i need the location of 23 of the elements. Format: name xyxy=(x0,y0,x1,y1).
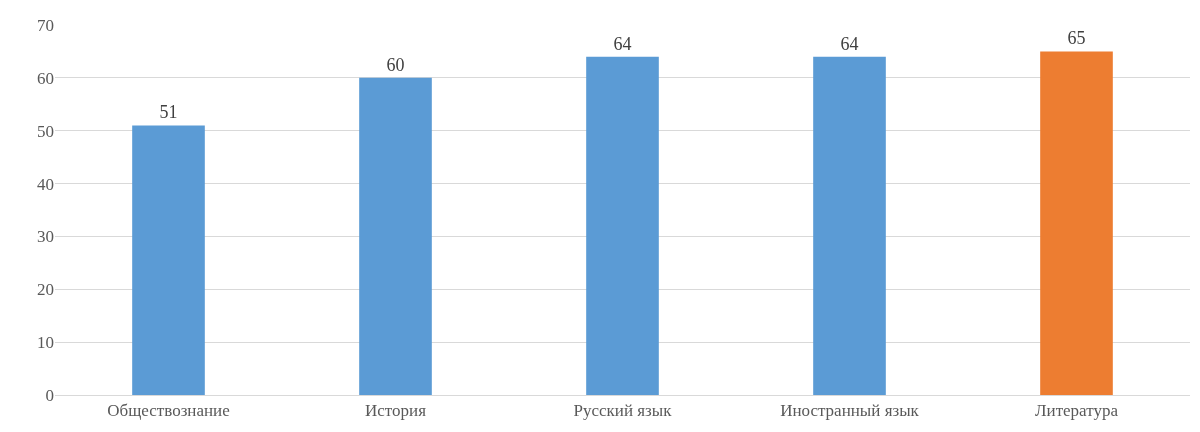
x-tick-label: Обществознание xyxy=(107,401,230,421)
x-tick-label: Литература xyxy=(1035,401,1119,421)
bar xyxy=(359,77,432,395)
y-tick-label: 40 xyxy=(37,174,54,194)
x-tick-label: Иностранный язык xyxy=(780,401,920,421)
y-tick-label: 30 xyxy=(37,227,54,247)
bar xyxy=(132,125,205,395)
data-label: 65 xyxy=(1067,28,1086,49)
data-label: 64 xyxy=(840,33,859,54)
x-tick-label: История xyxy=(365,401,427,421)
bar xyxy=(813,56,886,395)
data-label: 64 xyxy=(613,33,632,54)
bar xyxy=(1040,51,1113,395)
data-label: 60 xyxy=(386,54,405,75)
y-tick-label: 0 xyxy=(45,385,54,405)
y-tick-label: 70 xyxy=(37,15,54,35)
y-tick-label: 50 xyxy=(37,121,54,141)
y-tick-label: 20 xyxy=(37,280,54,300)
x-tick-label: Русский язык xyxy=(573,401,673,421)
y-tick-label: 60 xyxy=(37,68,54,88)
y-tick-label: 10 xyxy=(37,333,54,353)
bar xyxy=(586,56,659,395)
data-label: 51 xyxy=(159,102,178,123)
